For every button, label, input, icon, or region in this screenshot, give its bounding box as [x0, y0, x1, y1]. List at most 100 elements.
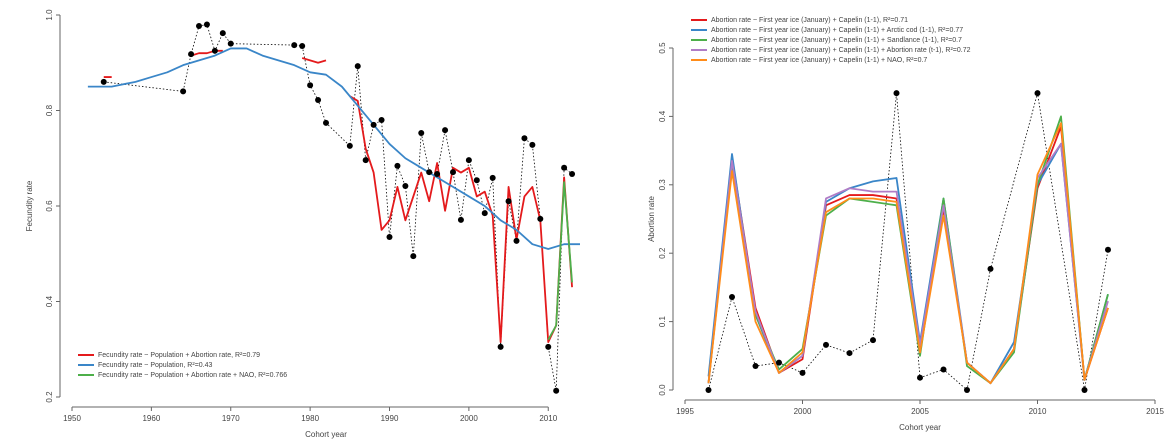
observed-point: [481, 210, 488, 217]
series-line: [87, 47, 580, 250]
observed-point: [211, 47, 218, 54]
x-axis-label: Cohort year: [899, 423, 941, 432]
observed-point: [307, 82, 314, 89]
observed-point: [450, 169, 456, 176]
observed-point: [521, 135, 528, 142]
observed-point: [442, 127, 449, 134]
observed-point: [473, 177, 480, 184]
legend-label: Abortion rate ~ First year ice (January)…: [711, 47, 971, 54]
observed-point: [561, 164, 568, 171]
y-tick-label: 0.8: [45, 104, 54, 116]
observed-point: [505, 198, 512, 205]
y-axis-label: Fecundity rate: [25, 180, 34, 231]
legend-label: Abortion rate ~ First year ice (January)…: [711, 37, 962, 44]
observed-point: [180, 88, 187, 95]
observed-point: [323, 119, 329, 126]
legend: Fecundity rate ~ Population + Abortion r…: [78, 352, 287, 379]
legend: Abortion rate ~ First year ice (January)…: [691, 17, 971, 64]
observed-point: [513, 237, 520, 244]
observed-point: [553, 387, 560, 394]
y-tick-label: 0.4: [45, 295, 54, 307]
legend-label: Fecundity rate ~ Population, R²=0.43: [98, 362, 213, 369]
observed-point: [100, 78, 107, 85]
observed-point: [537, 215, 544, 222]
observed-point: [299, 43, 306, 50]
observed-point: [705, 387, 712, 393]
observed-line: [103, 24, 573, 391]
observed-point: [964, 387, 970, 393]
legend-label: Abortion rate ~ First year ice (January)…: [711, 17, 908, 24]
series-line: [707, 142, 1109, 385]
observed-point: [386, 234, 393, 241]
observed-point: [203, 21, 210, 28]
observed-point: [346, 142, 353, 149]
observed-point: [569, 171, 576, 178]
observed-point: [291, 42, 298, 49]
observed-point: [917, 374, 923, 381]
observed-point: [489, 174, 496, 181]
legend-label: Fecundity rate ~ Population + Abortion r…: [98, 372, 287, 379]
y-tick-label: 0.5: [658, 42, 667, 54]
chart: 1995 2000 2005 2010 2015 0.0 0.1 0.2 0.3 0.4 0.5 Co…: [647, 17, 1164, 432]
observed-point: [846, 350, 853, 357]
observed-point: [219, 30, 226, 37]
x-tick-label: 1950: [63, 414, 81, 423]
observed-point: [426, 169, 433, 176]
observed-point: [729, 293, 735, 300]
x-tick-label: 2010: [539, 414, 557, 423]
observed-point: [354, 63, 361, 70]
observed-point: [434, 171, 441, 178]
x-tick-label: 2010: [1029, 407, 1047, 416]
legend-label: Fecundity rate ~ Population + Abortion r…: [98, 352, 260, 359]
chart: 1950 1960 1970 1980 1990 2000 2010 0.2 0.4 0.6 0.8…: [25, 9, 580, 439]
x-tick-label: 2015: [1146, 407, 1164, 416]
x-tick-label: 1960: [142, 414, 160, 423]
observed-point: [1034, 90, 1041, 97]
x-tick-label: 1990: [381, 414, 399, 423]
observed-point: [227, 40, 234, 47]
observed-point: [410, 253, 417, 260]
observed-point: [940, 366, 947, 373]
y-tick-label: 0.0: [658, 384, 667, 396]
observed-point: [870, 337, 876, 344]
observed-point: [545, 343, 552, 350]
observed-point: [402, 182, 409, 189]
y-tick-label: 0.1: [658, 315, 667, 327]
observed-point: [1081, 387, 1088, 393]
observed-point: [394, 162, 401, 169]
observed-point: [457, 216, 464, 223]
legend-label: Abortion rate ~ First year ice (January)…: [711, 27, 963, 34]
x-tick-label: 2000: [460, 414, 478, 423]
x-tick-label: 1995: [676, 407, 694, 416]
y-tick-label: 0.2: [45, 391, 54, 403]
series-line: [103, 49, 573, 343]
x-tick-label: 2005: [911, 407, 929, 416]
observed-line: [708, 93, 1109, 391]
observed-point: [529, 141, 536, 148]
observed-point: [776, 359, 782, 366]
observed-point: [987, 265, 994, 272]
observed-point: [752, 363, 759, 370]
observed-point: [370, 121, 377, 128]
observed-point: [378, 117, 385, 124]
observed-point: [1105, 246, 1111, 253]
y-tick-label: 0.2: [658, 247, 667, 259]
series-line: [707, 122, 1109, 385]
y-tick-label: 0.6: [45, 200, 54, 212]
x-tick-label: 1980: [301, 414, 319, 423]
observed-point: [465, 157, 472, 164]
observed-point: [362, 157, 369, 164]
y-tick-label: 0.3: [658, 179, 667, 191]
y-tick-label: 0.4: [658, 110, 667, 122]
observed-point: [196, 22, 202, 29]
observed-point: [418, 129, 425, 136]
observed-point: [188, 51, 195, 58]
x-tick-label: 1970: [222, 414, 240, 423]
x-tick-label: 2000: [794, 407, 812, 416]
observed-point: [799, 369, 806, 376]
observed-point: [823, 341, 829, 348]
y-tick-label: 1.0: [45, 9, 54, 21]
series-line: [547, 181, 573, 341]
legend-label: Abortion rate ~ First year ice (January)…: [711, 57, 927, 64]
